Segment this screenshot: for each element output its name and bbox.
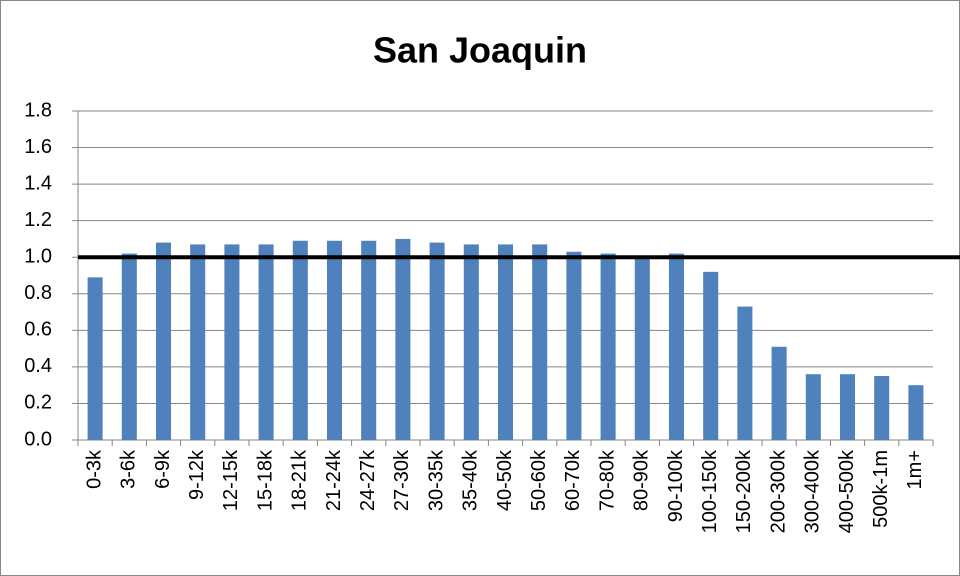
bar (463, 244, 479, 440)
bar (292, 240, 308, 440)
bar (326, 240, 343, 440)
x-tick-label: 9-12k (186, 449, 208, 500)
bar (87, 277, 103, 440)
y-tick-label: 1.4 (24, 172, 52, 194)
y-tick-label: 1.8 (24, 99, 52, 121)
bar (224, 244, 240, 440)
bar (121, 253, 137, 440)
bar (497, 244, 514, 440)
y-tick-label: 1.2 (24, 209, 52, 231)
x-tick-label: 400-500k (836, 449, 858, 533)
x-tick-label: 60-70k (562, 449, 584, 511)
chart-title: San Joaquin (373, 30, 587, 71)
x-tick-label: 24-27k (357, 449, 379, 511)
y-tick-label: 1.6 (24, 136, 52, 158)
x-tick-label: 80-90k (631, 449, 653, 511)
bar (805, 374, 821, 440)
bar (429, 242, 445, 440)
bar (908, 385, 924, 440)
y-tick-label: 0.0 (24, 428, 52, 450)
x-tick-label: 6-9k (152, 449, 174, 489)
x-tick-label: 30-35k (425, 449, 447, 511)
x-tick-label: 70-80k (596, 449, 618, 511)
x-tick-label: 15-18k (254, 449, 276, 511)
x-tick-label: 150-200k (733, 449, 755, 533)
y-tick-label: 0.4 (24, 355, 52, 377)
x-tick-label: 27-30k (391, 449, 413, 511)
bar (600, 253, 616, 440)
bar (839, 374, 856, 440)
x-tick-label: 21-24k (323, 449, 345, 511)
bar (566, 251, 582, 440)
bar (874, 376, 890, 440)
bar (634, 257, 650, 440)
bar (395, 238, 411, 440)
bar (155, 242, 172, 440)
y-tick-label: 0.2 (24, 392, 52, 414)
x-tick-label: 3-6k (118, 449, 140, 489)
bar (190, 244, 206, 440)
x-tick-label: 100-150k (699, 449, 721, 533)
x-tick-label: 0-3k (83, 449, 105, 489)
x-tick-label: 18-21k (289, 449, 311, 511)
x-tick-label: 35-40k (460, 449, 482, 511)
x-tick-label: 90-100k (665, 449, 687, 522)
bar (737, 306, 753, 440)
bar (668, 253, 685, 440)
x-tick-label: 200-300k (767, 449, 789, 533)
x-tick-label: 50-60k (528, 449, 550, 511)
y-tick-label: 0.6 (24, 319, 52, 341)
bar (361, 240, 377, 440)
y-tick-label: 1.0 (24, 246, 52, 268)
x-tick-label: 500k-1m (870, 450, 892, 528)
bar (532, 244, 548, 440)
bar (258, 244, 274, 440)
bar (703, 271, 719, 440)
x-tick-label: 300-400k (802, 449, 824, 533)
y-tick-label: 0.8 (24, 282, 52, 304)
x-tick-label: 12-15k (220, 449, 242, 511)
x-tick-label: 1m+ (904, 450, 926, 489)
x-tick-label: 40-50k (494, 449, 516, 511)
bar (771, 346, 787, 440)
